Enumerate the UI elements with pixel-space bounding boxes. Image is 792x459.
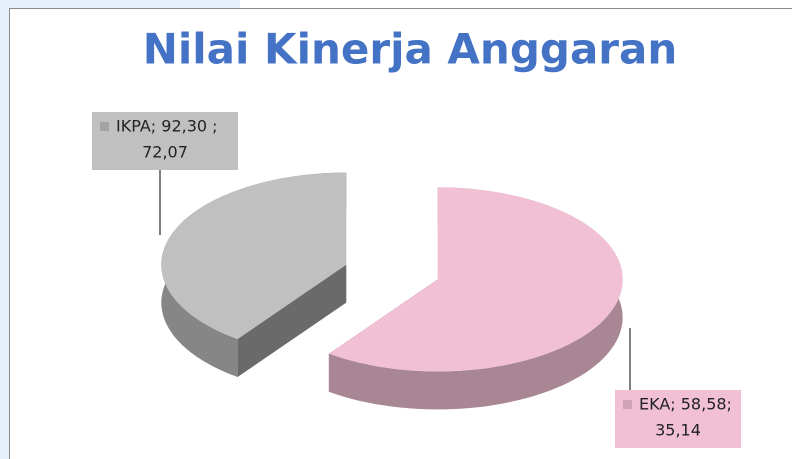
- slice-top: [161, 172, 347, 339]
- data-label: IKPA; 92,30 ;: [116, 117, 218, 136]
- chart-border: [9, 8, 792, 459]
- data-label: 35,14: [655, 421, 701, 440]
- label-key: [100, 122, 109, 131]
- label-box: [615, 390, 741, 448]
- label-key: [623, 400, 632, 409]
- label-box: [92, 112, 238, 170]
- pie-slice: [161, 172, 347, 377]
- data-label: 72,07: [142, 143, 188, 162]
- chart-title: Nilai Kinerja Anggaran: [143, 25, 678, 74]
- slice-top: [328, 187, 623, 372]
- top-strip: [0, 0, 240, 8]
- data-label: EKA; 58,58;: [639, 395, 732, 414]
- slice-wall: [237, 264, 347, 377]
- side-strip: [0, 0, 9, 459]
- pie-slice: [328, 187, 623, 410]
